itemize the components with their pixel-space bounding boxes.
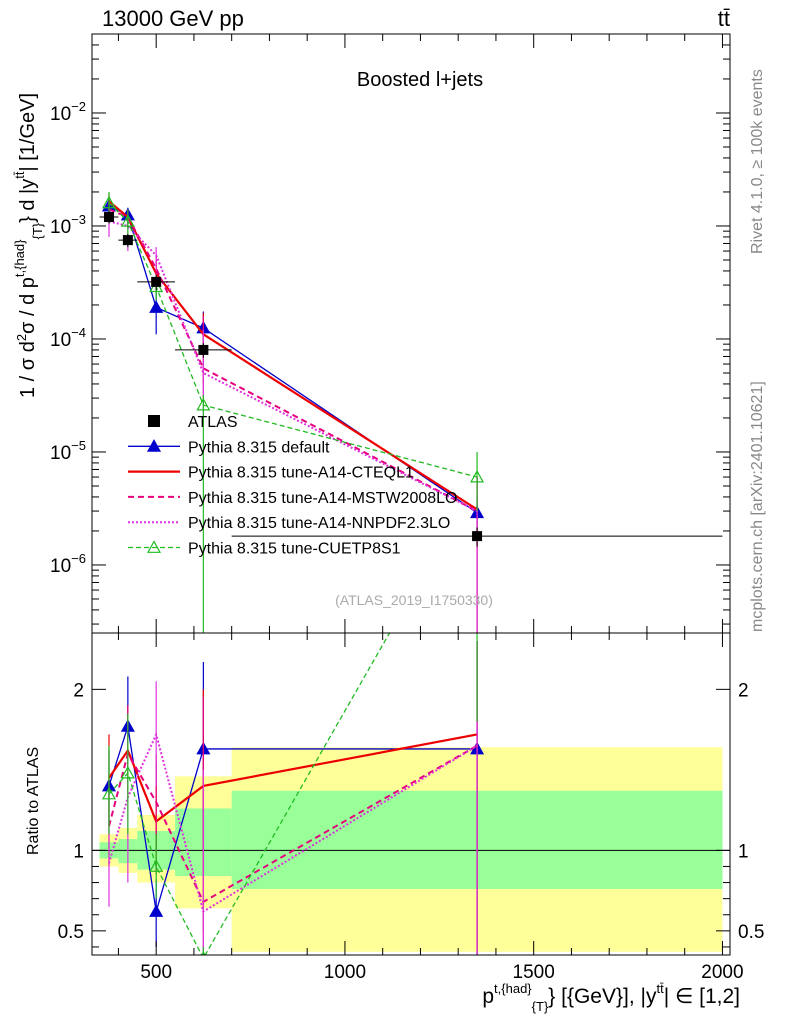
x-tick-label: 1500 (513, 962, 555, 983)
legend-entry: Pythia 8.315 tune-A14-MSTW2008LO (188, 490, 457, 507)
y-tick-label: 10−5 (50, 438, 86, 464)
legend-marker (146, 439, 162, 452)
ratio-y-tick-label: 2 (73, 680, 84, 701)
rivet-label: Rivet 4.1.0, ≥ 100k events (749, 69, 766, 254)
marker-green (120, 214, 135, 227)
ratio-line-green (108, 633, 391, 955)
x-tick-label: 500 (140, 962, 172, 983)
legend-entry: Pythia 8.315 tune-A14-CTEQL1 (188, 465, 414, 482)
main-title: Boosted l+jets (357, 69, 483, 91)
legend-entry: Pythia 8.315 default (188, 439, 330, 456)
y-tick-label: 10−2 (50, 99, 86, 125)
ratio-marker-green (120, 765, 135, 779)
legend-entry: ATLAS (188, 414, 238, 431)
ratio-marker-green (149, 859, 164, 872)
header-left: 13000 GeV pp (102, 6, 244, 31)
marker-blue (149, 300, 164, 313)
main-panel: 10−6 10−5 10−4 10−3 10−2 Boosted l+jets (ATL… (12, 33, 731, 634)
ratio-y-tick-label-right: 1 (738, 841, 749, 862)
y-tick-label: 10−4 (50, 325, 86, 351)
legend: ATLAS Pythia 8.315 default Pythia 8.315 tu… (128, 414, 457, 558)
legend-marker (146, 540, 162, 553)
ratio-y-axis-label: Ratio to ATLAS (25, 747, 42, 855)
x-axis-label: pt,{had}{T}} [{GeV}], |ytt̄| ∈ [1,2] (482, 981, 740, 1014)
data-point (198, 344, 209, 355)
legend-marker (148, 415, 160, 427)
header-right: tt̄ (718, 6, 730, 31)
series-line-red (108, 200, 478, 511)
ratio-y-tick-label: 1 (73, 841, 84, 862)
marker-green (101, 195, 117, 209)
legend-entry: Pythia 8.315 tune-A14-NNPDF2.3LO (188, 515, 450, 532)
y-tick-label: 10−6 (50, 551, 86, 577)
marker-green (470, 469, 485, 483)
watermark: (ATLAS_2019_I1750330) (335, 592, 493, 608)
data-point (122, 235, 133, 246)
data-point (103, 212, 114, 223)
ratio-y-tick-label: 0.5 (58, 922, 84, 943)
x-tick-label: 1000 (324, 962, 366, 983)
data-point (151, 276, 162, 287)
ratio-panel: 0.5 0.5 1 1 2 2 500 1000 1500 2000 Ratio to ATLAS… (25, 632, 764, 1014)
ratio-frame (91, 632, 731, 956)
y-tick-label: 10−3 (50, 212, 86, 238)
main-y-axis-label: 1 / σ d2σ / d pt,{had}{T}} d |ytt̄| [1/G… (12, 93, 45, 398)
ratio-marker-blue (149, 904, 164, 917)
mcplots-label: mcplots.cern.ch [arXiv:2401.10621] (749, 381, 766, 632)
ratio-y-tick-label-right: 0.5 (738, 922, 764, 943)
series-line-green (108, 202, 478, 478)
marker-green (196, 397, 211, 411)
ratio-marker-green (101, 786, 117, 800)
ratio-y-tick-label-right: 2 (738, 680, 749, 701)
legend-entry: Pythia 8.315 tune-CUETP8S1 (188, 541, 401, 558)
x-tick-label: 2000 (701, 962, 743, 983)
data-point (472, 531, 483, 542)
